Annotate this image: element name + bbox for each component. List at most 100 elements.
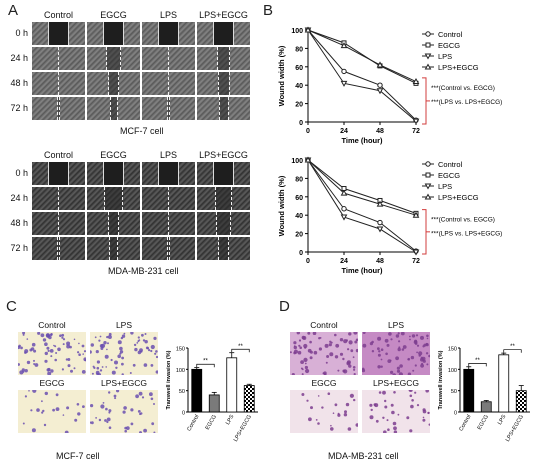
invasion-micrograph [18, 390, 86, 433]
wound-width-chart-mda: 0 20 40 60 80 100 0 24 48 72 Time (hour) Wound widt… [270, 152, 548, 278]
invasion-image-label: EGCG [18, 378, 86, 388]
bar [499, 355, 509, 412]
data-point [378, 83, 382, 87]
invasion-micrograph [90, 390, 158, 433]
invasion-image-label: LPS+EGCG [90, 378, 158, 388]
invasion-micrograph [362, 332, 430, 375]
x-tick-label: EGCG [205, 414, 218, 431]
bar [516, 391, 526, 412]
row-label: 48 h [0, 218, 28, 228]
invasion-micrograph [362, 390, 430, 433]
y-tick-label: 40 [295, 213, 303, 220]
significance-annotation: ***(Control vs. EGCG) [431, 217, 495, 224]
significance-label: ** [238, 344, 243, 350]
wound-micrograph [32, 162, 85, 185]
data-point [378, 62, 383, 67]
bar [192, 369, 202, 412]
wound-micrograph [197, 237, 250, 260]
y-tick-label: 0 [182, 411, 185, 417]
significance-annotation: ***(Control vs. EGCG) [431, 85, 495, 92]
wound-micrograph [142, 187, 195, 210]
y-tick-label: 0 [299, 120, 303, 127]
transwell-caption-mcf7: MCF-7 cell [56, 451, 100, 461]
invasion-micrograph [290, 332, 358, 375]
invasion-image-label: LPS [362, 320, 430, 330]
legend-marker [426, 184, 431, 189]
x-tick-label: LPS+EGCG [233, 414, 253, 443]
legend-label: LPS [438, 182, 452, 191]
y-tick-label: 150 [176, 347, 185, 353]
significance-label: ** [510, 344, 515, 350]
data-point [342, 207, 346, 211]
y-tick-label: 0 [454, 411, 457, 417]
x-tick-label: Control [186, 414, 200, 432]
x-tick-label: LPS+EGCG [505, 414, 525, 443]
invasion-micrograph [18, 332, 86, 375]
y-axis-label: Transwell invasion (%) [166, 350, 172, 409]
data-point [342, 81, 347, 86]
panel-letter-c: C [6, 298, 17, 315]
legend-marker [426, 54, 431, 59]
y-tick-label: 20 [295, 102, 303, 109]
invasion-image-label: EGCG [290, 378, 358, 388]
y-tick-label: 80 [295, 176, 303, 183]
wound-micrograph [32, 237, 85, 260]
legend-marker [426, 65, 431, 70]
y-tick-label: 100 [291, 158, 303, 165]
x-tick-label: 24 [340, 258, 348, 265]
y-tick-label: 100 [448, 368, 457, 374]
bar [227, 358, 237, 412]
data-point [414, 119, 419, 124]
significance-label: ** [203, 359, 208, 365]
legend-marker [426, 162, 430, 166]
wound-width-chart-mcf7: 0204060801000 24 48 72Time (hour)Wound widt… [270, 22, 548, 146]
series-line [308, 30, 416, 82]
transwell-bar-chart-mda: 050100150Transwell invasion (%)Control EG… [432, 340, 548, 450]
invasion-micrograph [290, 390, 358, 433]
y-tick-label: 100 [176, 368, 185, 374]
panel-letter-b: B [263, 2, 273, 19]
y-tick-label: 80 [295, 46, 303, 53]
legend-marker [426, 173, 430, 177]
y-tick-label: 0 [299, 250, 303, 257]
wound-grid-mda: Control EGCG LPS LPS+EGCG 0 h 24 h 48 h 72 h [0, 0, 260, 300]
legend-label: Control [438, 30, 463, 39]
transwell-caption-mda: MDA-MB-231 cell [328, 451, 399, 461]
y-tick-label: 20 [295, 232, 303, 239]
wound-micrograph [197, 187, 250, 210]
significance-bracket [422, 210, 426, 254]
y-tick-label: 40 [295, 83, 303, 90]
x-axis-label: Time (hour) [341, 266, 383, 275]
x-tick-label: 24 [340, 128, 348, 135]
bar [464, 369, 474, 412]
data-point [342, 69, 346, 73]
data-point [378, 220, 382, 224]
series-line [308, 160, 416, 213]
legend-label: LPS+EGCG [438, 193, 479, 202]
significance-label: ** [475, 358, 480, 364]
panel-letter-d: D [279, 298, 290, 315]
bar [481, 402, 491, 412]
data-point [342, 215, 347, 220]
column-label: LPS [142, 150, 195, 160]
wound-micrograph [142, 212, 195, 235]
wound-micrograph [87, 187, 140, 210]
significance-annotation: ***(LPS vs. LPS+EGCG) [431, 99, 502, 106]
x-tick-label: 48 [376, 258, 384, 265]
y-axis-label: Wound width (%) [277, 175, 286, 236]
significance-bracket [422, 78, 426, 124]
series-line [308, 30, 416, 83]
data-point [378, 227, 383, 232]
bar [209, 395, 219, 412]
wound-micrograph [197, 162, 250, 185]
data-point [414, 250, 419, 255]
x-tick-label: 48 [376, 128, 384, 135]
legend-marker [426, 195, 431, 200]
y-tick-label: 100 [291, 28, 303, 35]
x-tick-label: EGCG [477, 414, 490, 431]
legend-marker [426, 32, 430, 36]
y-axis-label: Transwell invasion (%) [438, 350, 444, 409]
legend-label: EGCG [438, 171, 460, 180]
y-tick-label: 60 [295, 65, 303, 72]
row-label: 0 h [0, 168, 28, 178]
